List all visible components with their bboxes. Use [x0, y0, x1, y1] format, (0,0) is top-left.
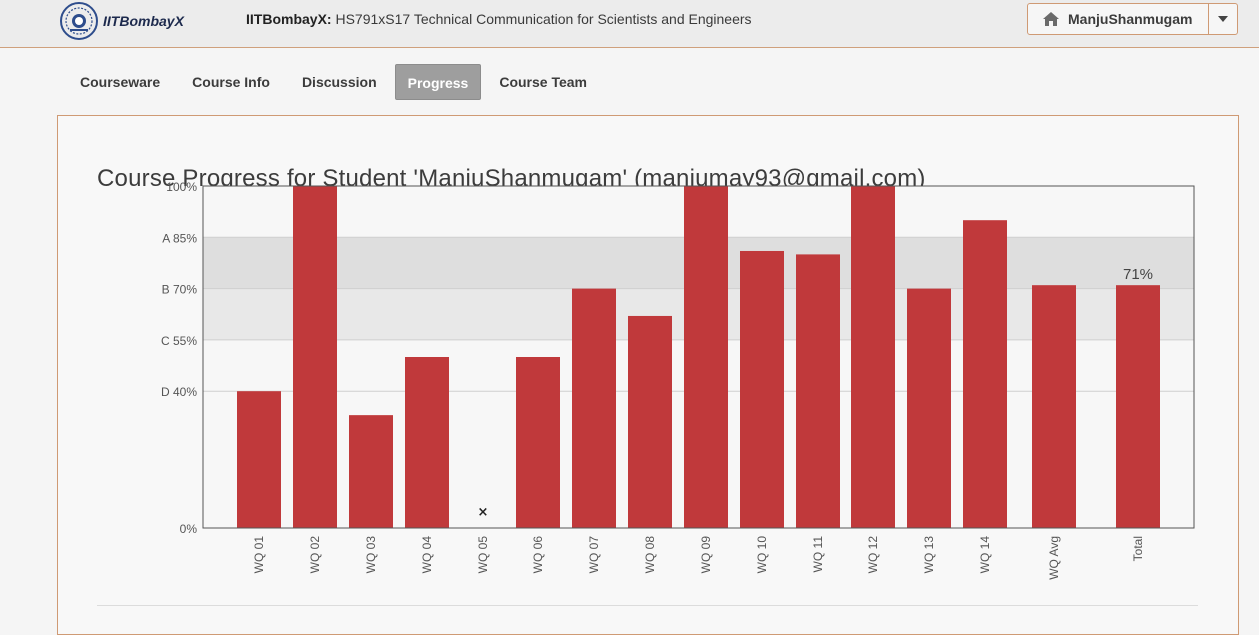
score-bar: [1116, 285, 1160, 528]
home-icon: [1043, 12, 1059, 26]
x-tick-label: WQ Avg: [1047, 536, 1061, 580]
score-bar: [684, 186, 728, 528]
score-bar: [293, 186, 337, 528]
score-bar: [907, 288, 951, 528]
y-tick-label: D 40%: [161, 385, 197, 399]
score-bar: [516, 357, 560, 528]
total-percent-label: 71%: [1123, 266, 1153, 283]
y-tick-label: 0%: [180, 522, 198, 536]
x-tick-label: WQ 06: [531, 536, 545, 574]
x-tick-label: WQ 11: [811, 536, 825, 573]
progress-chart: 100% A 85% B 70% C 55% D 40% 0% WQ 01 WQ 02 WQ 0…: [161, 180, 1195, 580]
course-tabs: Courseware Course Info Discussion Progre…: [64, 64, 603, 100]
score-bar: [237, 391, 281, 528]
x-tick-label: WQ 03: [364, 536, 378, 574]
x-tick-label: WQ 08: [643, 536, 657, 574]
x-tick-label: WQ 05: [476, 536, 490, 574]
score-bar: [851, 186, 895, 528]
score-bar: [628, 315, 672, 528]
course-org: IITBombayX:: [246, 11, 332, 27]
x-tick-label: WQ 12: [866, 536, 880, 574]
score-bar: [740, 250, 784, 529]
logo-text: IITBombayX: [103, 13, 184, 29]
tab-progress[interactable]: Progress: [394, 64, 482, 100]
y-tick-label: B 70%: [162, 283, 198, 297]
site-logo[interactable]: IITBombayX: [59, 1, 199, 41]
x-tick-label: WQ 13: [922, 536, 936, 574]
x-tick-label: WQ 04: [420, 536, 434, 574]
user-dashboard-button[interactable]: ManjuShanmugam: [1027, 3, 1209, 35]
y-tick-label: C 55%: [161, 334, 197, 348]
course-name: HS791xS17 Technical Communication for Sc…: [335, 11, 752, 27]
tab-courseware[interactable]: Courseware: [80, 74, 161, 90]
tab-discussion[interactable]: Discussion: [301, 74, 377, 90]
iitb-seal-icon: [60, 2, 98, 40]
score-bar: [1032, 285, 1076, 528]
missing-score-marker: ×: [478, 505, 489, 520]
chevron-down-icon: [1218, 16, 1228, 22]
x-tick-label: WQ 10: [755, 536, 769, 574]
tab-course-info[interactable]: Course Info: [192, 74, 270, 90]
x-tick-label: WQ 14: [978, 536, 992, 574]
x-tick-label: WQ 07: [587, 536, 601, 574]
user-menu-toggle[interactable]: [1208, 3, 1238, 35]
score-bar: [963, 220, 1007, 528]
x-tick-label: WQ 09: [699, 536, 713, 574]
top-header: IITBombayX IITBombayX: HS791xS17 Technic…: [0, 0, 1259, 48]
section-divider: [97, 605, 1198, 606]
x-tick-label: WQ 02: [308, 536, 322, 574]
course-title: IITBombayX: HS791xS17 Technical Communic…: [246, 11, 752, 27]
score-bar: [572, 288, 616, 528]
plot-frame: [202, 185, 1195, 529]
score-bar: [349, 415, 393, 528]
x-tick-label: Total: [1131, 536, 1145, 561]
y-tick-label: 100%: [166, 180, 197, 194]
username-label: ManjuShanmugam: [1068, 11, 1193, 27]
x-tick-label: WQ 01: [252, 536, 266, 574]
score-bar: [796, 254, 840, 528]
score-bar: [405, 357, 449, 528]
y-tick-label: A 85%: [162, 231, 197, 245]
tab-course-team[interactable]: Course Team: [499, 74, 588, 90]
